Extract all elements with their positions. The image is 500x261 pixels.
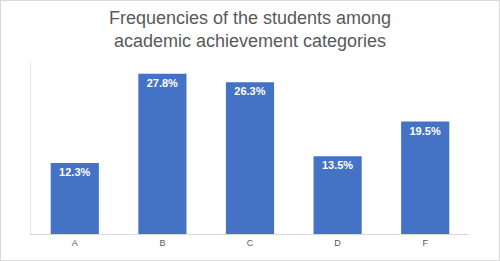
svg-text:13.5%: 13.5% bbox=[322, 159, 353, 171]
svg-text:26.3%: 26.3% bbox=[234, 85, 265, 97]
svg-text:D: D bbox=[334, 238, 341, 248]
svg-text:12.3%: 12.3% bbox=[59, 166, 90, 178]
svg-text:F: F bbox=[422, 238, 428, 248]
svg-text:B: B bbox=[159, 238, 165, 248]
svg-text:27.8%: 27.8% bbox=[147, 77, 178, 89]
svg-text:C: C bbox=[247, 238, 254, 248]
svg-text:A: A bbox=[72, 238, 78, 248]
svg-text:Frequencies of the students am: Frequencies of the students amongacademi… bbox=[109, 8, 391, 51]
svg-text:19.5%: 19.5% bbox=[409, 125, 440, 137]
